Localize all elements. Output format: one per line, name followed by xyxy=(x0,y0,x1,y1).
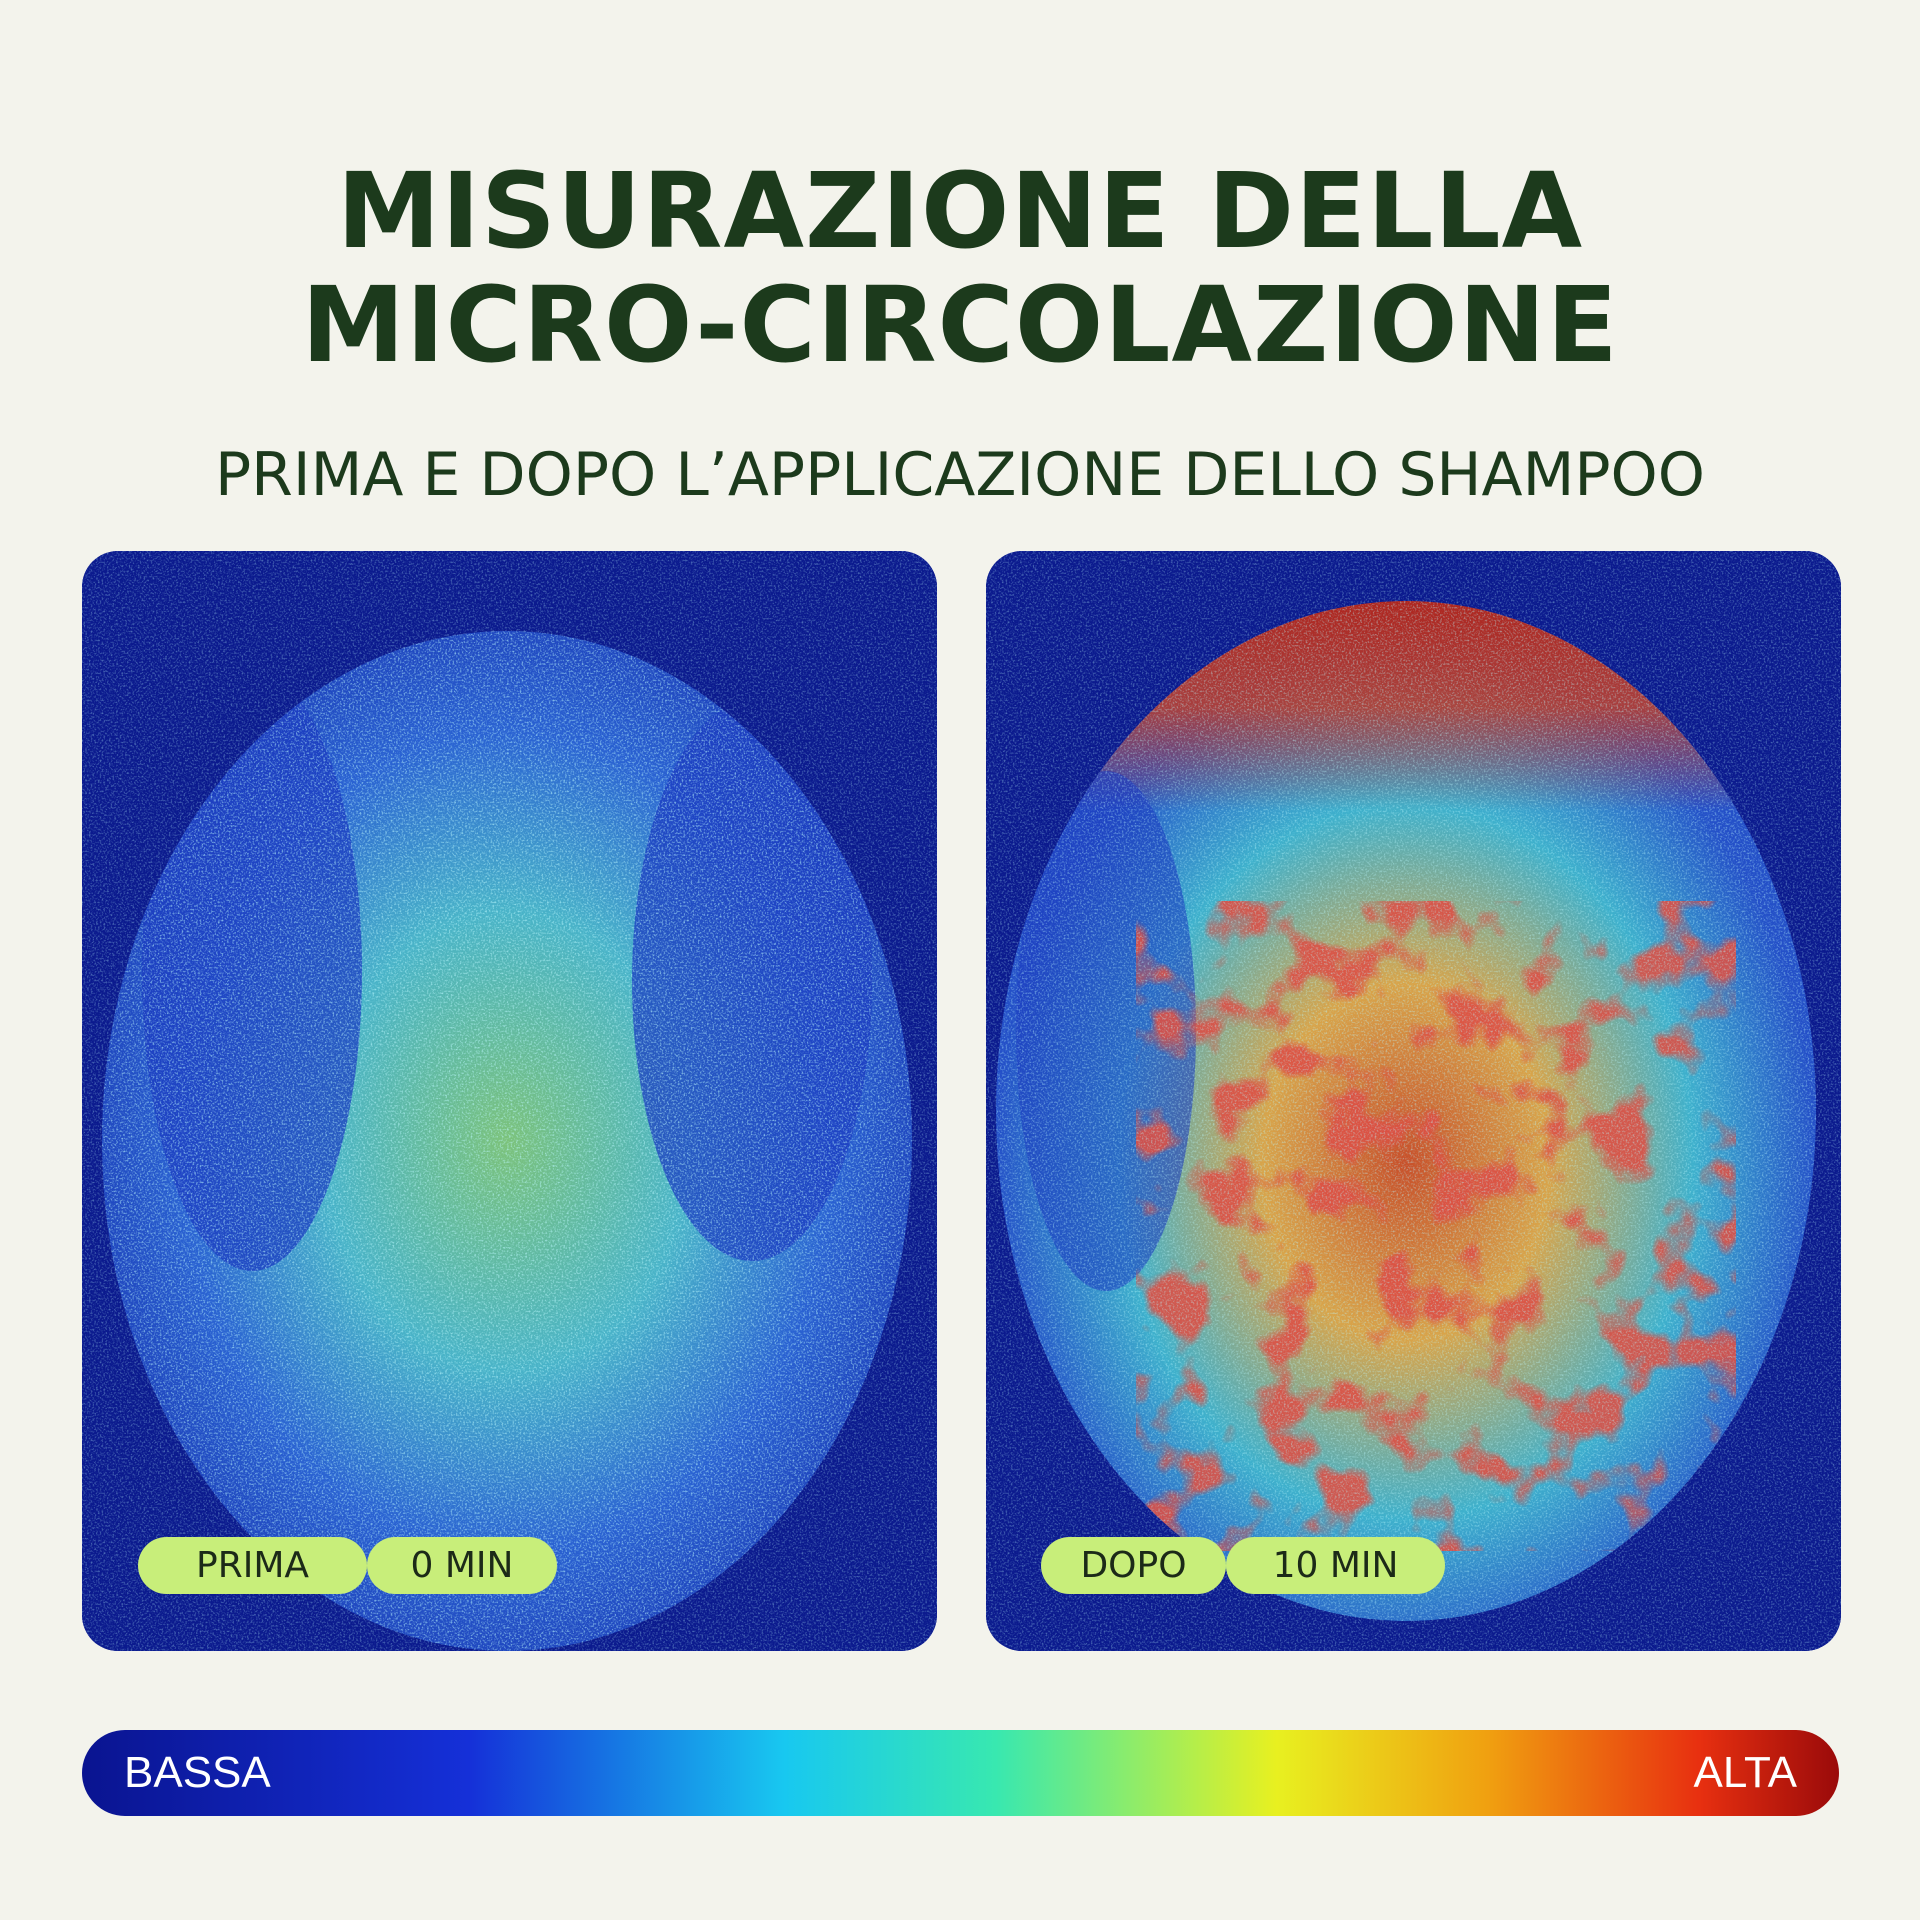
subtitle: PRIMA E DOPO L’APPLICAZIONE DELLO SHAMPO… xyxy=(215,440,1705,510)
texture xyxy=(102,631,912,1651)
title-line: MISURAZIONE DELLA xyxy=(336,150,1584,272)
heatmap-panel: PRIMA 0 MIN xyxy=(82,551,937,1651)
grain xyxy=(102,631,912,1651)
title-line: MICRO-CIRCOLAZIONE xyxy=(301,264,1619,386)
color-scale: BASSA ALTA xyxy=(82,1730,1839,1816)
heatmap-panel: DOPO 10 MIN xyxy=(986,551,1841,1651)
heatmap xyxy=(986,551,1841,1651)
scale-high-label: ALTA xyxy=(1693,1748,1797,1797)
scale-low-label: BASSA xyxy=(124,1748,271,1797)
grain xyxy=(996,601,1816,1621)
time-pill: 0 MIN xyxy=(367,1537,557,1594)
label-pill: DOPO xyxy=(1041,1537,1226,1594)
heatmap xyxy=(82,551,937,1651)
time-pill: 10 MIN xyxy=(1226,1537,1445,1594)
label-pill: PRIMA xyxy=(138,1537,367,1594)
